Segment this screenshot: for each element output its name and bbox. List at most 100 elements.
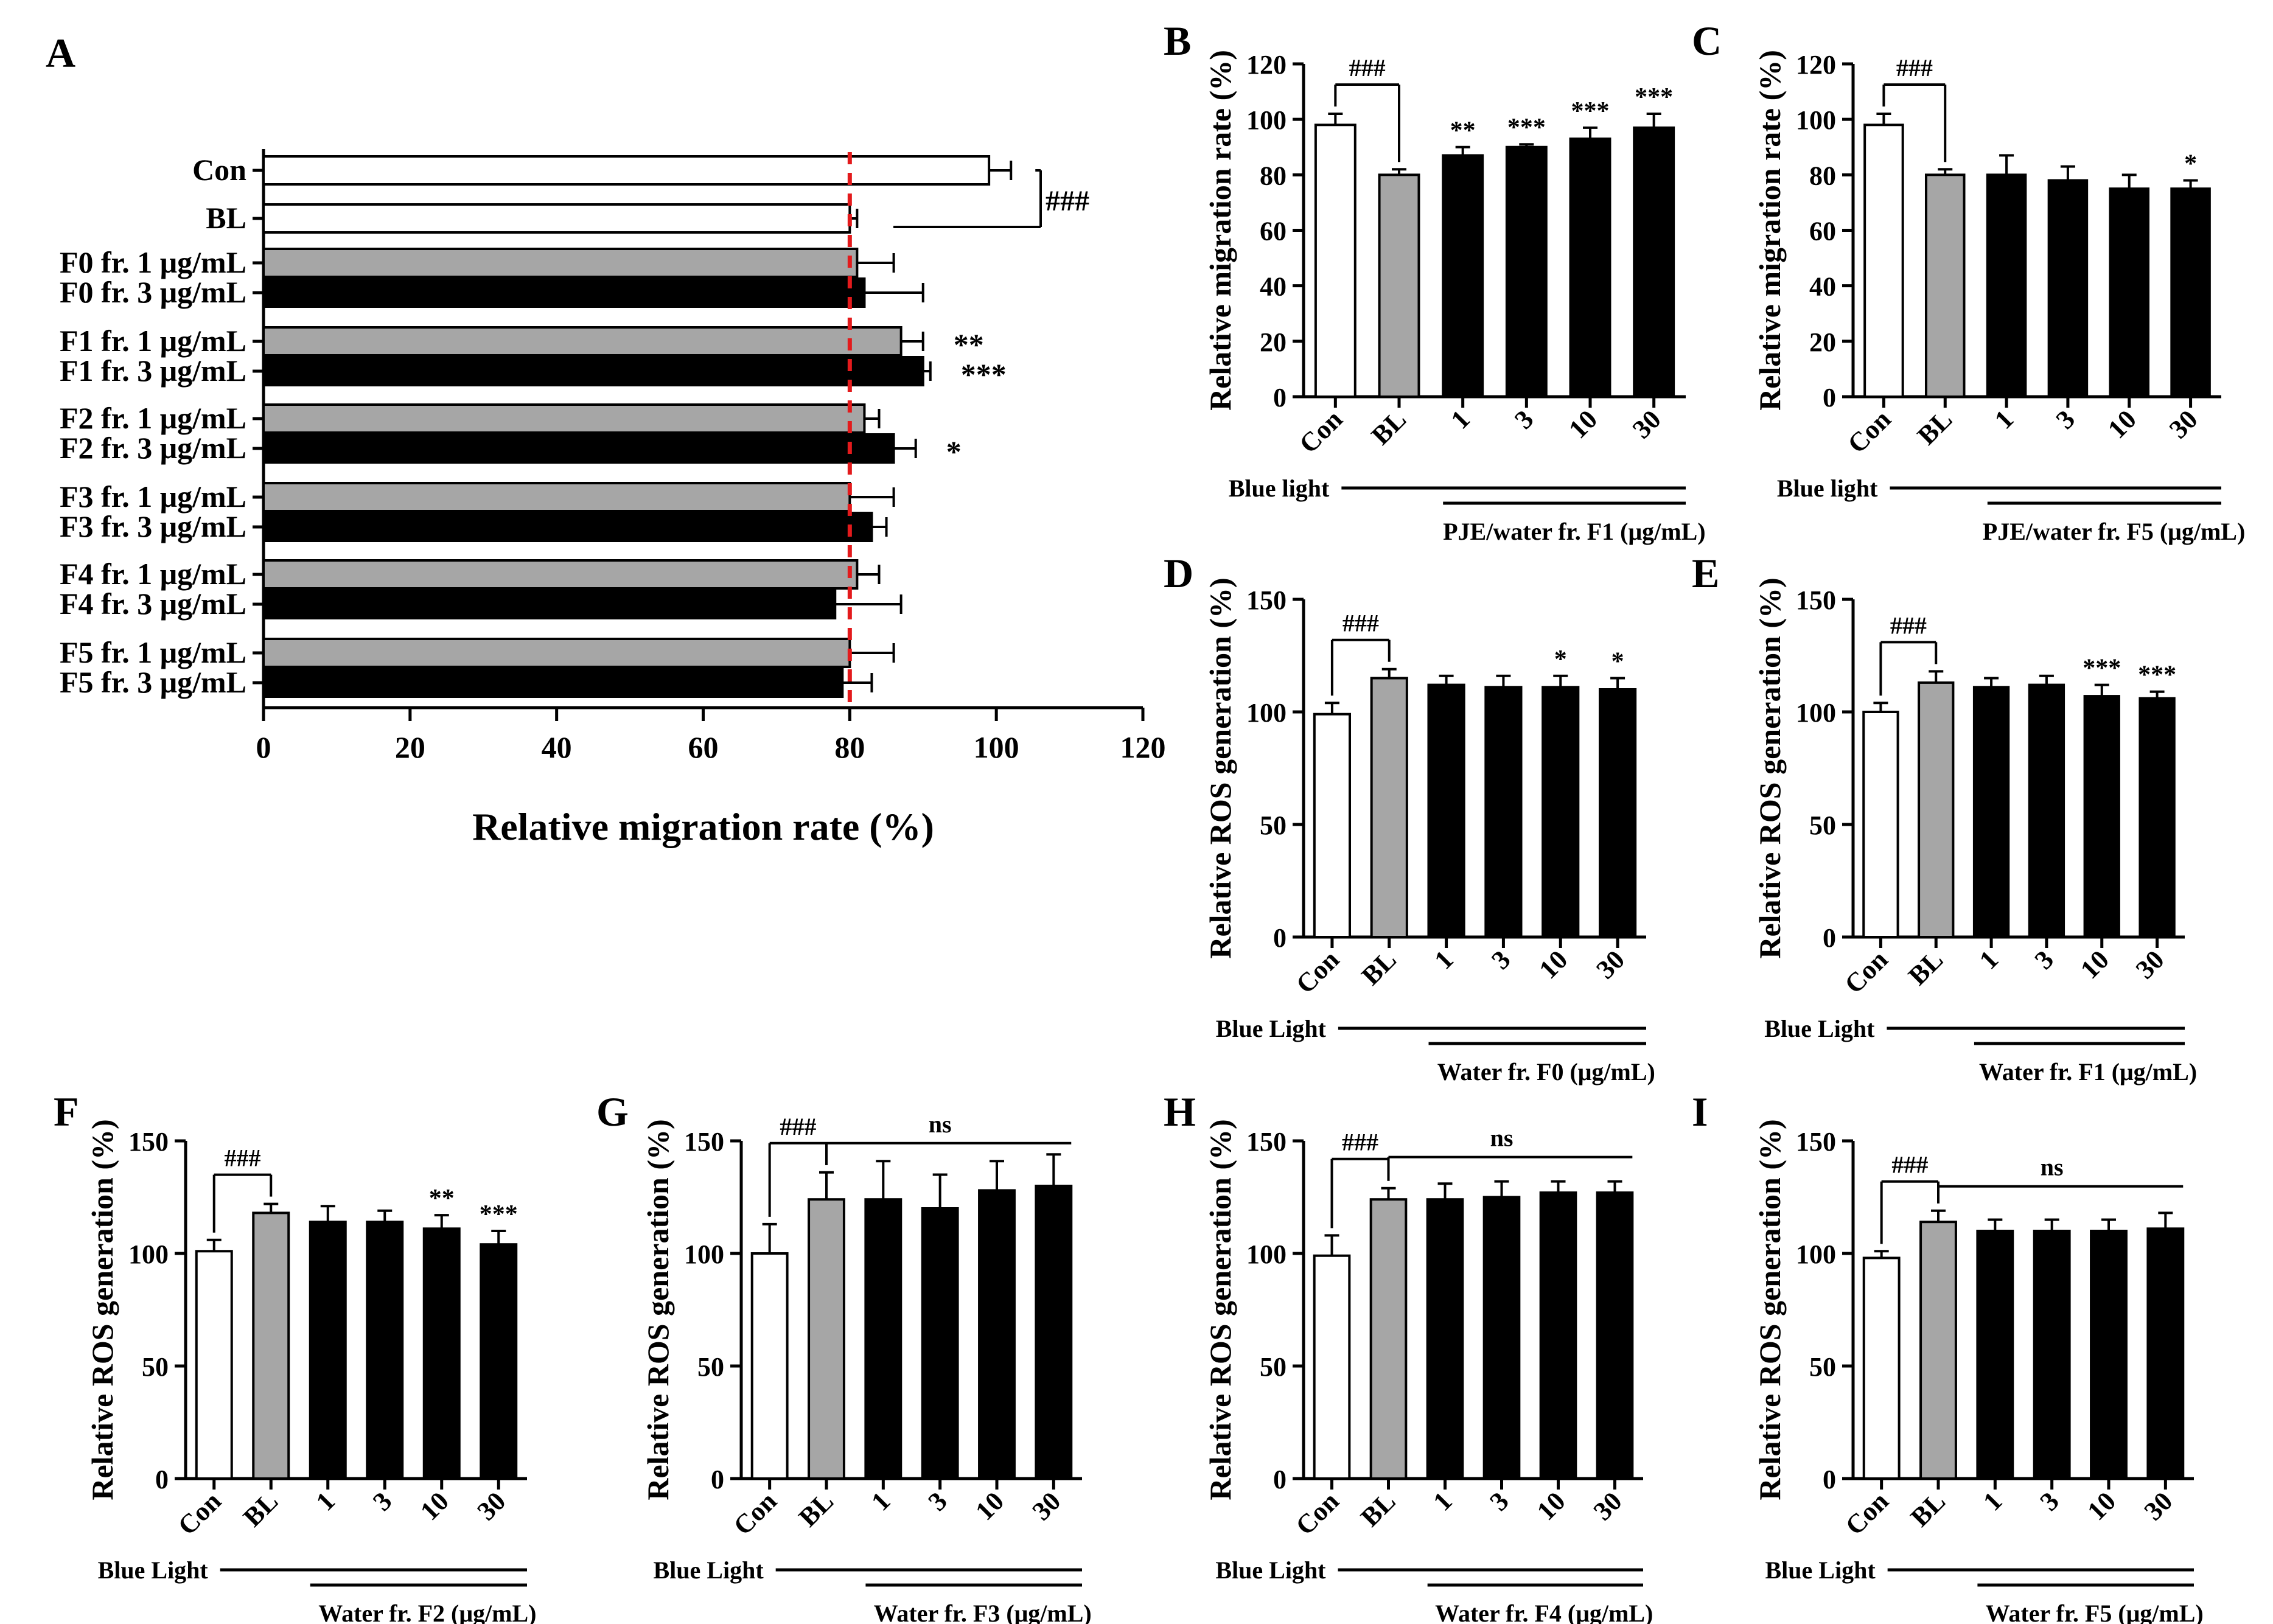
category-label: 10	[969, 1486, 1010, 1526]
category-label: 30	[2130, 944, 2170, 985]
category-label: 3	[2029, 944, 2059, 975]
bar	[1633, 126, 1675, 398]
bar	[1442, 154, 1484, 399]
category-label: 1	[1974, 944, 2004, 975]
category-label: F3 fr. 3 μg/mL	[60, 509, 246, 543]
category-label: Con	[1290, 944, 1345, 999]
y-tick-label: 0	[155, 1465, 169, 1494]
bar	[1378, 173, 1420, 398]
bar	[309, 1221, 347, 1480]
category-label: Con	[1840, 1486, 1894, 1541]
y-tick-label: 0	[711, 1465, 724, 1494]
significance-label: ***	[2083, 655, 2121, 683]
footer-right-label: Water fr. F5 (μg/mL)	[1986, 1600, 2204, 1624]
y-tick-label: 20	[1260, 327, 1287, 357]
y-tick-label: 150	[684, 1127, 724, 1157]
category-label: 30	[1627, 404, 1667, 444]
y-tick-label: 40	[1809, 272, 1836, 302]
y-tick-label: 150	[1246, 1127, 1287, 1157]
bar	[1426, 1198, 1464, 1480]
y-axis-label: Relative ROS generation (%)	[1753, 577, 1787, 958]
category-label: F4 fr. 1 μg/mL	[60, 557, 246, 591]
significance-label: ***	[480, 1201, 518, 1228]
bar	[262, 667, 844, 698]
bar	[262, 433, 895, 464]
y-tick-label: 100	[1246, 1239, 1287, 1269]
bar	[262, 512, 873, 542]
bar	[1369, 1198, 1408, 1480]
bar	[262, 482, 851, 512]
footer-left-label: Blue Light	[98, 1556, 209, 1584]
footer-right-label: Water fr. F0 (μg/mL)	[1437, 1058, 1655, 1086]
y-axis-label: Relative ROS generation (%)	[641, 1119, 675, 1500]
panel-i: I 0 50 100 150 Relative ROS generation (%) Con…	[1692, 1089, 2204, 1624]
y-tick-label: 60	[1809, 217, 1836, 246]
category-label: 3	[1484, 1486, 1514, 1516]
category-label: 10	[1531, 1486, 1571, 1526]
bar	[2083, 695, 2120, 938]
bracket-label: ###	[1349, 54, 1386, 82]
bar	[1569, 138, 1611, 398]
category-label: Con	[1839, 944, 1894, 999]
bar	[2028, 683, 2065, 938]
category-label: F3 fr. 1 μg/mL	[60, 479, 246, 514]
ns-label: ns	[1490, 1124, 1514, 1152]
y-tick-label: 80	[1809, 161, 1836, 190]
bar	[1370, 677, 1408, 938]
panel-label-a: A	[46, 30, 75, 76]
bar	[366, 1221, 404, 1480]
category-label: BL	[1902, 944, 1949, 991]
category-label: 30	[2139, 1486, 2179, 1526]
category-label: F5 fr. 3 μg/mL	[60, 665, 246, 699]
category-label: 30	[2163, 404, 2204, 444]
y-tick-label: 20	[1809, 327, 1836, 357]
footer-right-label: Water fr. F1 (μg/mL)	[1979, 1058, 2197, 1086]
category-label: 3	[1509, 404, 1539, 434]
category-label: F2 fr. 3 μg/mL	[60, 431, 246, 465]
bar	[1972, 686, 2010, 939]
bracket-label: ###	[1342, 1129, 1378, 1156]
x-tick-label: 40	[542, 730, 572, 764]
category-label: F2 fr. 1 μg/mL	[60, 401, 246, 435]
significance-label: *	[1611, 648, 1624, 676]
panel-label-i: I	[1692, 1089, 1708, 1135]
bar	[262, 403, 866, 434]
category-label: Con	[1293, 404, 1348, 459]
y-tick-label: 150	[1796, 1127, 1836, 1157]
category-label: Con	[1290, 1486, 1345, 1541]
y-tick-label: 60	[1260, 217, 1287, 246]
footer-right-label: Water fr. F4 (μg/mL)	[1435, 1600, 1653, 1624]
footer-left-label: Blue Light	[1764, 1015, 1875, 1042]
y-tick-label: 50	[1260, 810, 1287, 840]
bar	[1862, 711, 1899, 938]
x-tick-label: 120	[1120, 730, 1166, 764]
x-tick-label: 60	[688, 730, 719, 764]
category-label: 1	[1445, 404, 1476, 434]
bar	[2146, 1227, 2185, 1480]
ns-label: ns	[2041, 1154, 2064, 1181]
panel-label-c: C	[1692, 18, 1722, 64]
significance-label: **	[954, 327, 984, 361]
category-label: 10	[414, 1486, 455, 1526]
bracket-label: ###	[1890, 612, 1927, 639]
category-label: 30	[1027, 1486, 1067, 1526]
category-label: 1	[1989, 404, 2019, 434]
category-label: Con	[1842, 404, 1897, 459]
bracket-label: ###	[1046, 185, 1089, 217]
bar	[252, 1211, 290, 1480]
bar	[262, 638, 851, 668]
bar	[2109, 187, 2150, 398]
panel-a: A 0 20 40 60 80 100 120 Relative migration rate …	[46, 30, 1166, 848]
category-label: F4 fr. 3 μg/mL	[60, 587, 246, 621]
y-tick-label: 40	[1260, 272, 1287, 302]
significance-label: **	[1450, 117, 1476, 145]
category-label: BL	[237, 1486, 284, 1532]
bar	[262, 326, 903, 357]
panel-label-d: D	[1164, 550, 1193, 596]
y-tick-label: 100	[1796, 105, 1836, 135]
panel-d: D 0 50 100 150 Relative ROS generation (%) Con…	[1164, 550, 1655, 1086]
y-axis-label: Relative migration rate (%)	[1203, 50, 1237, 411]
y-tick-label: 100	[1796, 698, 1836, 728]
footer-left-label: Blue Light	[654, 1556, 764, 1584]
category-label: 1	[310, 1486, 341, 1516]
